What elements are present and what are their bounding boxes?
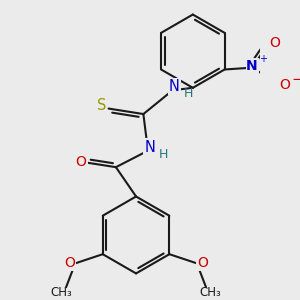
Text: O: O	[269, 36, 281, 50]
Text: N: N	[144, 140, 155, 154]
Text: O: O	[280, 78, 290, 92]
Text: O: O	[64, 256, 75, 270]
Text: CH₃: CH₃	[200, 286, 221, 299]
Text: N: N	[246, 59, 258, 73]
Text: −: −	[292, 72, 300, 87]
Text: H: H	[159, 148, 168, 161]
Text: +: +	[259, 53, 267, 64]
Text: O: O	[76, 155, 86, 169]
Text: O: O	[197, 256, 208, 270]
Text: N: N	[169, 79, 180, 94]
Text: CH₃: CH₃	[51, 286, 72, 299]
Text: H: H	[184, 87, 193, 101]
Text: S: S	[97, 98, 106, 113]
